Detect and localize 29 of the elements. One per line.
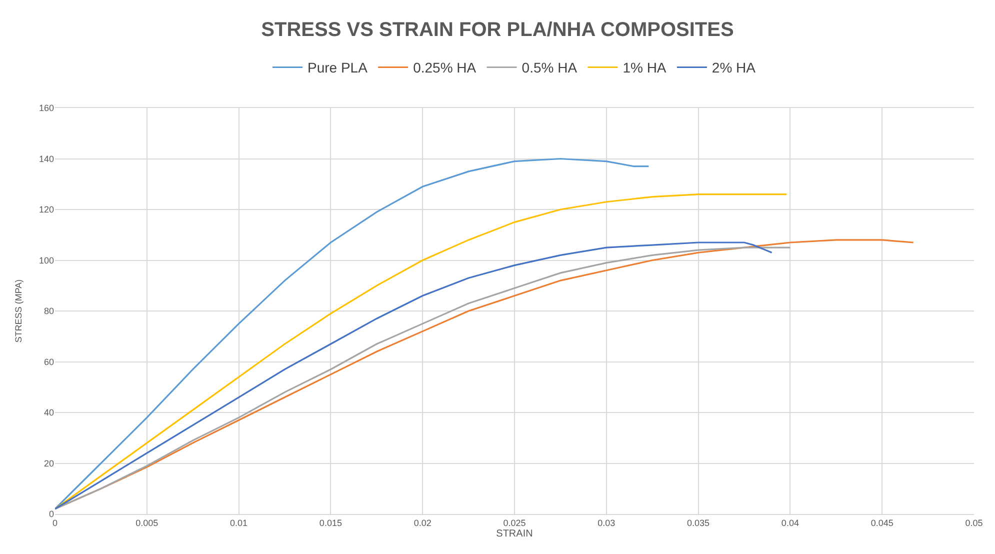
legend-label: 0.5% HA [522,60,578,76]
x-tick-label: 0.05 [965,518,983,528]
line-series [55,193,788,510]
x-tick-label: 0.025 [503,518,526,528]
y-tick-label: 60 [44,356,54,367]
legend-label: 1% HA [622,60,667,76]
x-tick-label: 0.02 [414,518,432,528]
x-tick-label: 0.045 [870,518,894,528]
y-axis-title: STRESS (MPA) [13,279,24,343]
y-tick-label: 40 [44,408,54,418]
y-tick-label: 20 [44,458,54,468]
x-tick-label: 0.005 [136,518,158,528]
y-tick-label: 100 [38,255,54,266]
x-tick-label: 0.035 [687,518,710,528]
legend-label: 2% HA [712,60,756,76]
y-tick-label: 160 [38,103,54,114]
legend-label: 0.25% HA [413,60,477,76]
x-axis-title: STRAIN [496,528,533,540]
y-tick-label: 0 [48,509,54,520]
x-tick-label: 0.015 [319,518,342,528]
y-tick-label: 120 [38,204,54,215]
legend-label: Pure PLA [308,60,368,76]
chart-title: STRESS VS STRAIN FOR PLA/NHA COMPOSITES [261,19,734,42]
x-tick-label: 0.03 [598,518,616,528]
y-tick-label: 80 [44,306,54,316]
y-tick-label: 140 [38,154,54,164]
x-tick-label: 0.01 [230,518,248,528]
line-series [55,158,650,510]
x-tick-label: 0.04 [781,518,799,528]
